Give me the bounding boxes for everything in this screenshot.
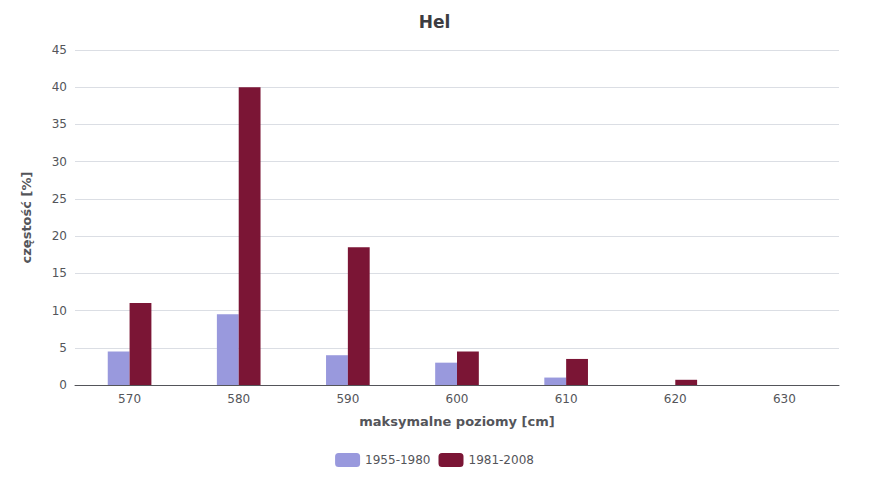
svg-text:630: 630	[773, 392, 796, 406]
svg-text:600: 600	[446, 392, 469, 406]
svg-text:częstość [%]: częstość [%]	[19, 172, 34, 264]
svg-text:40: 40	[52, 80, 67, 94]
svg-text:Hel: Hel	[419, 12, 451, 32]
svg-text:20: 20	[52, 229, 67, 243]
svg-text:580: 580	[227, 392, 250, 406]
svg-text:35: 35	[52, 117, 67, 131]
svg-text:570: 570	[118, 392, 141, 406]
svg-text:maksymalne poziomy [cm]: maksymalne poziomy [cm]	[359, 414, 554, 429]
svg-text:15: 15	[52, 266, 67, 280]
svg-text:10: 10	[52, 304, 67, 318]
svg-text:5: 5	[59, 341, 67, 355]
svg-text:590: 590	[336, 392, 359, 406]
svg-text:30: 30	[52, 155, 67, 169]
svg-text:45: 45	[52, 43, 67, 57]
svg-text:1981-2008: 1981-2008	[469, 453, 534, 467]
svg-text:0: 0	[59, 378, 67, 392]
svg-text:620: 620	[664, 392, 687, 406]
svg-text:610: 610	[555, 392, 578, 406]
svg-text:25: 25	[52, 192, 67, 206]
svg-text:1955-1980: 1955-1980	[365, 453, 430, 467]
